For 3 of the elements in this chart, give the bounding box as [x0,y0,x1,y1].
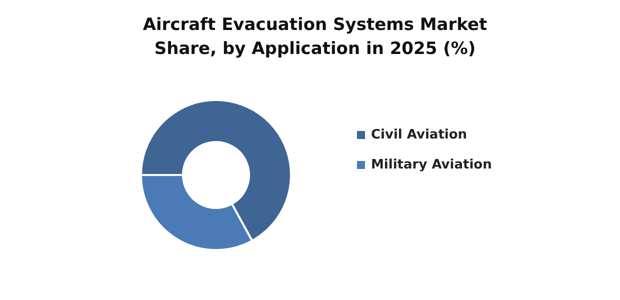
legend-label: Civil Aviation [371,128,468,142]
legend-label: Military Aviation [371,158,492,172]
chart-title: Aircraft Evacuation Systems Market Share, by Application in 2025 (%) [142,15,488,59]
